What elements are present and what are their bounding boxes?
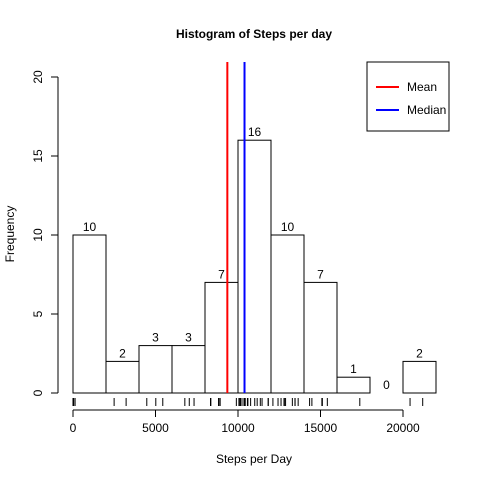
bar-count-label: 16 (248, 125, 262, 139)
x-axis-label: Steps per Day (216, 452, 292, 466)
histogram-bars (72, 139, 437, 394)
rug-marks (72, 398, 424, 406)
bar-count-label: 2 (119, 346, 126, 360)
bar-count-label: 10 (281, 220, 295, 234)
bar-count-label: 7 (317, 267, 324, 281)
y-axis-label: Frequency (3, 206, 17, 263)
histogram-bar (72, 234, 107, 394)
x-tick-label: 15000 (304, 421, 338, 435)
y-tick-label: 10 (31, 228, 45, 242)
legend-label: Median (407, 103, 446, 117)
histogram-bar (336, 376, 371, 394)
histogram-bar (105, 360, 140, 394)
y-tick-label: 5 (31, 310, 45, 317)
legend-box (366, 61, 450, 132)
histogram-bar (402, 360, 437, 394)
x-tick-label: 20000 (386, 421, 420, 435)
reference-lines (226, 62, 246, 393)
histogram-bar (237, 139, 272, 394)
bar-count-label: 2 (416, 346, 423, 360)
chart-title: Histogram of Steps per day (176, 27, 332, 41)
histogram-bar (270, 234, 305, 394)
legend: Mean Median (366, 61, 450, 132)
legend-label: Mean (407, 80, 437, 94)
x-axis: 0 5000 10000 15000 20000 (70, 409, 420, 435)
histogram-bar (204, 281, 239, 394)
x-tick-label: 0 (70, 421, 77, 435)
y-tick-label: 0 (31, 389, 45, 396)
bar-count-label: 7 (218, 267, 225, 281)
x-tick-label: 5000 (142, 421, 169, 435)
y-tick-label: 20 (31, 70, 45, 84)
bar-count-label: 10 (83, 220, 97, 234)
histogram-bar (303, 281, 338, 394)
y-tick-label: 15 (31, 149, 45, 163)
x-tick-label: 10000 (221, 421, 255, 435)
bar-count-label: 3 (152, 331, 159, 345)
bar-count-label: 1 (350, 362, 357, 376)
histogram-bar (171, 345, 206, 394)
y-axis: 0 5 10 15 20 (31, 70, 59, 396)
bar-count-label: 0 (383, 378, 390, 392)
bar-count-label: 3 (185, 331, 192, 345)
histogram-bar (138, 345, 173, 394)
